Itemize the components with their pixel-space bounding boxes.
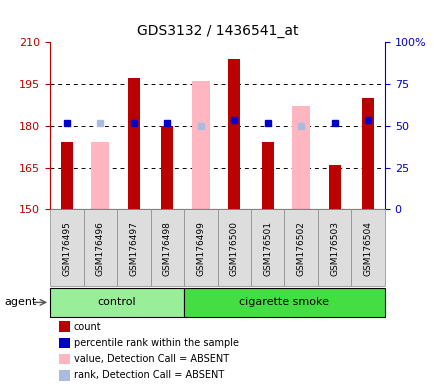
Text: GSM176504: GSM176504	[363, 221, 372, 276]
Bar	[191, 81, 210, 209]
Bar	[61, 142, 72, 209]
Bar	[50, 288, 184, 317]
Bar	[261, 142, 273, 209]
Text: count: count	[74, 322, 102, 332]
Bar	[184, 288, 384, 317]
Text: GSM176500: GSM176500	[229, 221, 238, 276]
Bar	[284, 209, 317, 286]
Bar	[328, 165, 340, 209]
Text: GSM176501: GSM176501	[263, 221, 272, 276]
Text: GSM176499: GSM176499	[196, 221, 205, 276]
Bar	[184, 209, 217, 286]
Text: GSM176497: GSM176497	[129, 221, 138, 276]
Bar	[362, 98, 373, 209]
Bar	[228, 59, 240, 209]
Text: percentile rank within the sample: percentile rank within the sample	[74, 338, 238, 348]
Bar	[50, 209, 83, 286]
Bar	[351, 209, 384, 286]
Bar	[117, 209, 150, 286]
Bar	[83, 209, 117, 286]
Text: GSM176498: GSM176498	[162, 221, 171, 276]
Text: GSM176495: GSM176495	[62, 221, 71, 276]
Text: control: control	[98, 297, 136, 308]
Bar	[150, 209, 184, 286]
Text: GSM176502: GSM176502	[296, 221, 305, 276]
Bar	[250, 209, 284, 286]
Bar	[291, 106, 310, 209]
Text: rank, Detection Call = ABSENT: rank, Detection Call = ABSENT	[74, 370, 224, 380]
Bar	[91, 142, 109, 209]
Text: agent: agent	[4, 297, 36, 308]
Bar	[161, 126, 173, 209]
Text: GSM176496: GSM176496	[95, 221, 105, 276]
Bar	[317, 209, 351, 286]
Bar	[128, 78, 139, 209]
Text: cigarette smoke: cigarette smoke	[239, 297, 329, 308]
Text: value, Detection Call = ABSENT: value, Detection Call = ABSENT	[74, 354, 229, 364]
Text: GSM176503: GSM176503	[329, 221, 339, 276]
Title: GDS3132 / 1436541_at: GDS3132 / 1436541_at	[136, 25, 298, 38]
Bar	[217, 209, 250, 286]
